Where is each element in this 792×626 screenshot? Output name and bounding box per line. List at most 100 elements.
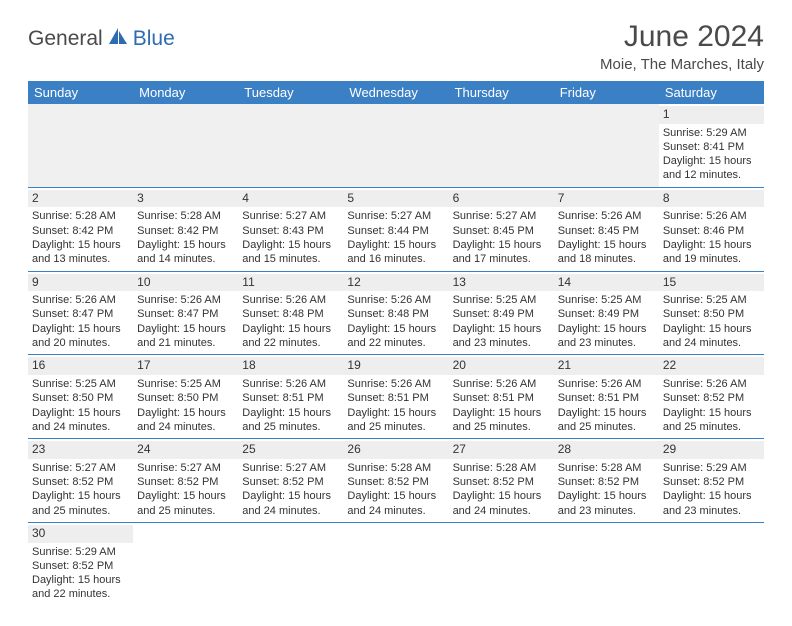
daylight-line: Daylight: 15 hours and 14 minutes. — [137, 238, 234, 267]
day-cell — [133, 104, 238, 187]
day-cell: 13Sunrise: 5:25 AMSunset: 8:49 PMDayligh… — [449, 272, 554, 355]
sunrise-line: Sunrise: 5:26 AM — [137, 293, 234, 307]
sunset-line: Sunset: 8:48 PM — [347, 307, 444, 321]
daylight-line: Daylight: 15 hours and 22 minutes. — [32, 573, 129, 602]
sunrise-line: Sunrise: 5:27 AM — [453, 209, 550, 223]
sunset-line: Sunset: 8:49 PM — [453, 307, 550, 321]
day-cell — [28, 104, 133, 187]
sunrise-line: Sunrise: 5:29 AM — [663, 126, 760, 140]
day-number: 24 — [133, 441, 238, 459]
day-cell — [343, 523, 448, 606]
day-cell: 8Sunrise: 5:26 AMSunset: 8:46 PMDaylight… — [659, 188, 764, 271]
day-number: 12 — [343, 274, 448, 292]
daylight-line: Daylight: 15 hours and 23 minutes. — [558, 489, 655, 518]
day-cell: 18Sunrise: 5:26 AMSunset: 8:51 PMDayligh… — [238, 355, 343, 438]
daylight-line: Daylight: 15 hours and 20 minutes. — [32, 322, 129, 351]
day-cell: 20Sunrise: 5:26 AMSunset: 8:51 PMDayligh… — [449, 355, 554, 438]
day-cell — [554, 104, 659, 187]
weekday-header: Monday — [133, 81, 238, 104]
sunrise-line: Sunrise: 5:25 AM — [32, 377, 129, 391]
daylight-line: Daylight: 15 hours and 23 minutes. — [663, 489, 760, 518]
day-number: 26 — [343, 441, 448, 459]
daylight-line: Daylight: 15 hours and 22 minutes. — [347, 322, 444, 351]
day-cell: 24Sunrise: 5:27 AMSunset: 8:52 PMDayligh… — [133, 439, 238, 522]
sunrise-line: Sunrise: 5:26 AM — [347, 293, 444, 307]
daylight-line: Daylight: 15 hours and 24 minutes. — [242, 489, 339, 518]
sunset-line: Sunset: 8:52 PM — [453, 475, 550, 489]
day-cell: 5Sunrise: 5:27 AMSunset: 8:44 PMDaylight… — [343, 188, 448, 271]
sunset-line: Sunset: 8:45 PM — [453, 224, 550, 238]
day-cell: 30 Sunrise: 5:29 AMSunset: 8:52 PMDayligh… — [28, 523, 133, 606]
day-cell — [133, 523, 238, 606]
sunset-line: Sunset: 8:51 PM — [347, 391, 444, 405]
day-number: 21 — [554, 357, 659, 375]
sunrise-line: Sunrise: 5:27 AM — [137, 461, 234, 475]
day-number: 5 — [343, 190, 448, 208]
daylight-line: Daylight: 15 hours and 18 minutes. — [558, 238, 655, 267]
weekday-header: Saturday — [659, 81, 764, 104]
day-number: 30 — [28, 525, 133, 543]
day-number: 1 — [659, 106, 764, 124]
calendar-page: General Blue June 2024 Moie, The Marches… — [0, 0, 792, 626]
sunset-line: Sunset: 8:48 PM — [242, 307, 339, 321]
sunset-line: Sunset: 8:42 PM — [137, 224, 234, 238]
sunrise-line: Sunrise: 5:27 AM — [347, 209, 444, 223]
day-number: 19 — [343, 357, 448, 375]
day-cell: 3Sunrise: 5:28 AMSunset: 8:42 PMDaylight… — [133, 188, 238, 271]
weekday-header-row: Sunday Monday Tuesday Wednesday Thursday… — [28, 81, 764, 104]
daylight-line: Daylight: 15 hours and 25 minutes. — [137, 489, 234, 518]
day-cell: 29Sunrise: 5:29 AMSunset: 8:52 PMDayligh… — [659, 439, 764, 522]
logo-text-general: General — [28, 27, 103, 51]
sunrise-line: Sunrise: 5:26 AM — [663, 377, 760, 391]
day-cell: 7Sunrise: 5:26 AMSunset: 8:45 PMDaylight… — [554, 188, 659, 271]
sunset-line: Sunset: 8:52 PM — [558, 475, 655, 489]
day-cell: 25Sunrise: 5:27 AMSunset: 8:52 PMDayligh… — [238, 439, 343, 522]
daylight-line: Daylight: 15 hours and 25 minutes. — [242, 406, 339, 435]
day-cell — [449, 523, 554, 606]
sunset-line: Sunset: 8:41 PM — [663, 140, 760, 154]
day-cell: 22Sunrise: 5:26 AMSunset: 8:52 PMDayligh… — [659, 355, 764, 438]
sunrise-line: Sunrise: 5:29 AM — [32, 545, 129, 559]
day-number: 13 — [449, 274, 554, 292]
day-cell: 9Sunrise: 5:26 AMSunset: 8:47 PMDaylight… — [28, 272, 133, 355]
month-title: June 2024 — [600, 20, 764, 54]
day-cell: 28Sunrise: 5:28 AMSunset: 8:52 PMDayligh… — [554, 439, 659, 522]
day-number: 14 — [554, 274, 659, 292]
week-row: 1Sunrise: 5:29 AMSunset: 8:41 PMDaylight… — [28, 104, 764, 188]
sunset-line: Sunset: 8:44 PM — [347, 224, 444, 238]
daylight-line: Daylight: 15 hours and 16 minutes. — [347, 238, 444, 267]
sunrise-line: Sunrise: 5:25 AM — [663, 293, 760, 307]
sunrise-line: Sunrise: 5:25 AM — [558, 293, 655, 307]
day-number: 6 — [449, 190, 554, 208]
weekday-header: Friday — [554, 81, 659, 104]
day-cell — [659, 523, 764, 606]
day-cell: 10Sunrise: 5:26 AMSunset: 8:47 PMDayligh… — [133, 272, 238, 355]
day-number: 17 — [133, 357, 238, 375]
sunrise-line: Sunrise: 5:26 AM — [32, 293, 129, 307]
daylight-line: Daylight: 15 hours and 25 minutes. — [663, 406, 760, 435]
week-row: 2Sunrise: 5:28 AMSunset: 8:42 PMDaylight… — [28, 188, 764, 272]
day-cell — [343, 104, 448, 187]
day-cell: 2Sunrise: 5:28 AMSunset: 8:42 PMDaylight… — [28, 188, 133, 271]
day-cell: 17Sunrise: 5:25 AMSunset: 8:50 PMDayligh… — [133, 355, 238, 438]
sunset-line: Sunset: 8:47 PM — [137, 307, 234, 321]
daylight-line: Daylight: 15 hours and 24 minutes. — [347, 489, 444, 518]
day-cell: 12Sunrise: 5:26 AMSunset: 8:48 PMDayligh… — [343, 272, 448, 355]
daylight-line: Daylight: 15 hours and 13 minutes. — [32, 238, 129, 267]
day-number: 9 — [28, 274, 133, 292]
sunset-line: Sunset: 8:52 PM — [32, 559, 129, 573]
day-cell: 21Sunrise: 5:26 AMSunset: 8:51 PMDayligh… — [554, 355, 659, 438]
sunset-line: Sunset: 8:42 PM — [32, 224, 129, 238]
day-cell: 6Sunrise: 5:27 AMSunset: 8:45 PMDaylight… — [449, 188, 554, 271]
day-cell — [554, 523, 659, 606]
day-number: 22 — [659, 357, 764, 375]
logo-text-blue: Blue — [133, 27, 175, 51]
sunrise-line: Sunrise: 5:26 AM — [347, 377, 444, 391]
header-row: General Blue June 2024 Moie, The Marches… — [28, 20, 764, 73]
daylight-line: Daylight: 15 hours and 25 minutes. — [558, 406, 655, 435]
day-cell: 16Sunrise: 5:25 AMSunset: 8:50 PMDayligh… — [28, 355, 133, 438]
sunrise-line: Sunrise: 5:26 AM — [242, 377, 339, 391]
day-cell — [449, 104, 554, 187]
day-cell: 1Sunrise: 5:29 AMSunset: 8:41 PMDaylight… — [659, 104, 764, 187]
day-number: 16 — [28, 357, 133, 375]
